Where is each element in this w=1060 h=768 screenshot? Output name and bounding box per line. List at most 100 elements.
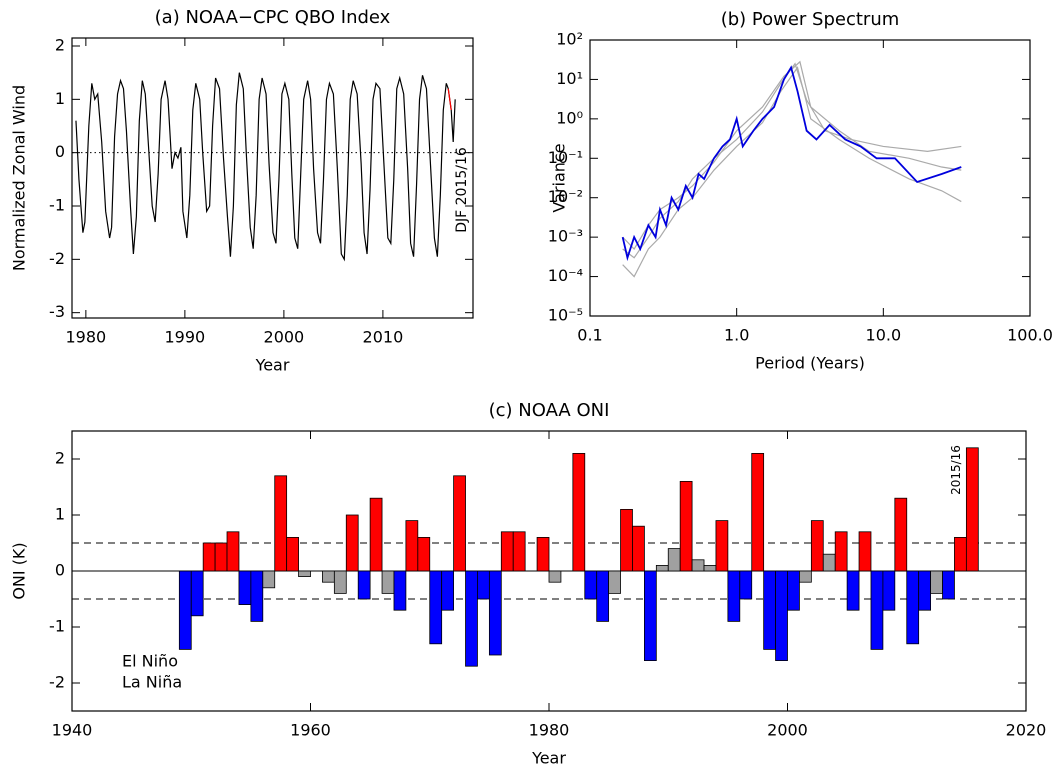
x-tick-label: 100.0 [1007, 326, 1053, 345]
bar [274, 475, 288, 572]
bar [477, 570, 490, 600]
plot-frame [71, 37, 474, 319]
y-tick-label: -1 [49, 196, 65, 215]
bar [572, 452, 586, 572]
bar [727, 570, 741, 622]
y-tick-label: 0 [55, 142, 65, 161]
y-tick-label: 10⁻² [548, 187, 583, 206]
y-tick-label: 2 [55, 449, 65, 468]
y-tick-label: 10⁰ [556, 108, 583, 127]
data-line [622, 60, 962, 250]
bar [715, 520, 729, 572]
bar [822, 553, 836, 572]
x-tick-label: 1.0 [724, 326, 749, 345]
bar [238, 570, 252, 605]
bar [799, 570, 812, 583]
bar [703, 565, 717, 572]
bar [178, 570, 192, 650]
bar [739, 570, 753, 600]
bar [333, 570, 347, 594]
bar [226, 531, 240, 572]
bar [357, 570, 371, 600]
bar [882, 570, 896, 611]
bar [834, 531, 848, 572]
bar [584, 570, 598, 600]
y-tick-label: 10⁻¹ [548, 148, 583, 167]
y-tick-label: 10² [556, 30, 583, 49]
data-line [622, 66, 962, 278]
bar [679, 480, 693, 572]
bar [202, 542, 216, 572]
bar [214, 542, 228, 572]
y-tick-label: 1 [55, 89, 65, 108]
y-tick-label: -2 [49, 249, 65, 268]
y-tick-label: -2 [49, 673, 65, 692]
y-axis-label: Variance [550, 143, 569, 212]
bar [250, 570, 264, 622]
bar [775, 570, 788, 661]
bar [870, 570, 884, 650]
data-line [75, 72, 456, 262]
x-tick-label: 2020 [1006, 721, 1047, 740]
y-tick-label: 0 [55, 561, 65, 580]
data-line [621, 65, 962, 262]
panel-title: (b) Power Spectrum [721, 9, 900, 30]
bar [632, 525, 645, 572]
x-axis-label: Year [255, 356, 290, 375]
y-axis-label: Normalized Zonal Wind [10, 85, 29, 271]
panel-title: (a) NOAA−CPC QBO Index [155, 7, 391, 28]
bar [465, 570, 478, 667]
data-line [622, 62, 962, 259]
x-tick-label: 0.1 [577, 326, 602, 345]
bar [417, 537, 431, 572]
panel: (a) NOAA−CPC QBO Index Year Normalized Zon… [10, 7, 474, 375]
bar [942, 570, 955, 600]
bar [286, 537, 299, 572]
bar [453, 475, 466, 572]
bar [393, 570, 407, 611]
plot-frame [589, 39, 1031, 317]
bar [298, 570, 311, 577]
bar [405, 520, 419, 572]
legend-label: La Niña [122, 673, 182, 692]
bar [322, 570, 335, 583]
y-tick-label: 1 [55, 505, 65, 524]
bar [381, 570, 395, 594]
y-tick-label: 10⁻⁴ [548, 266, 583, 285]
bar [441, 570, 454, 611]
bar [512, 531, 526, 572]
bar [190, 570, 204, 617]
y-tick-label: -3 [49, 302, 65, 321]
bar [655, 565, 669, 572]
annotation: 2015/16 [949, 445, 963, 495]
annotation: DJF 2015/16 [454, 147, 470, 233]
bar [846, 570, 860, 611]
x-tick-label: 1990 [165, 328, 206, 347]
x-axis-label: Year [531, 749, 566, 768]
y-tick-label: -1 [49, 617, 65, 636]
bar [930, 570, 943, 594]
x-tick-label: 2000 [767, 721, 808, 740]
bar [369, 497, 383, 572]
x-tick-label: 2010 [363, 328, 404, 347]
bar [906, 570, 920, 645]
bar [787, 570, 800, 611]
bar [763, 570, 776, 650]
bar [644, 570, 657, 661]
x-tick-label: 1940 [52, 721, 93, 740]
y-tick-label: 10⁻⁵ [548, 306, 583, 325]
bar [691, 559, 705, 572]
x-tick-label: 2000 [264, 328, 305, 347]
bar [667, 548, 681, 572]
y-tick-label: 10¹ [556, 69, 583, 88]
data-line [447, 88, 452, 111]
bar [500, 531, 514, 572]
x-axis-label: Period (Years) [755, 354, 865, 373]
bar [751, 452, 765, 572]
bar [596, 570, 610, 622]
bar [548, 570, 562, 583]
y-tick-label: 2 [55, 36, 65, 55]
x-tick-label: 1960 [290, 721, 331, 740]
x-tick-label: 1980 [66, 328, 107, 347]
